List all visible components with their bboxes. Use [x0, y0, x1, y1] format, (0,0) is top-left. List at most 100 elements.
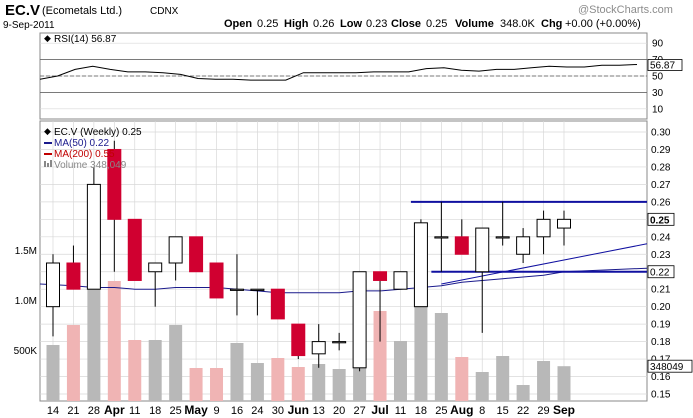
candle-body	[127, 218, 142, 281]
price-axis: 0.150.160.170.180.190.200.210.220.230.24…	[651, 128, 671, 401]
exchange: CDNX	[150, 6, 179, 17]
legend-swatch	[47, 163, 49, 167]
date-tick-label: 27	[353, 405, 365, 417]
date-tick-label: 21	[67, 405, 79, 417]
price-panel: 0.150.160.170.180.190.200.210.220.230.24…	[14, 120, 693, 417]
date-tick-label: May	[184, 403, 208, 417]
volume-bar	[148, 340, 162, 401]
close-value-tag: 0.25	[650, 215, 670, 226]
date-tick-label: 9	[213, 405, 219, 417]
candle-body	[107, 148, 122, 220]
rsi-tick-label: 10	[652, 104, 664, 115]
candle-body	[332, 341, 347, 344]
volume-bar	[107, 281, 121, 401]
date-tick-label: 15	[497, 405, 509, 417]
date-tick-label: Jul	[371, 403, 388, 417]
chg-value: +0.00 (+0.00%)	[565, 18, 641, 30]
symbol: EC.V	[5, 2, 40, 19]
price-tick-label: 0.21	[651, 285, 671, 296]
date-tick-label: 25	[170, 405, 182, 417]
volume-bar	[128, 340, 142, 401]
volume-bar	[291, 367, 305, 401]
volume-bar	[312, 364, 326, 401]
ma50-value-tag: 0.22	[650, 268, 670, 279]
price-tick-label: 0.30	[651, 128, 671, 139]
date-tick-label: 11	[395, 405, 406, 417]
ma50-value-tag-box	[647, 265, 675, 279]
volume-axis: 500K 1.0M 1.5M	[14, 246, 38, 357]
watermark: @StockCharts.com	[578, 4, 673, 16]
price-tick-label: 0.27	[651, 180, 671, 191]
date-tick-label: 22	[517, 405, 529, 417]
close-label: Close	[391, 18, 421, 30]
rsi-icon: ◆	[44, 33, 51, 43]
volume-value-tag-box	[647, 359, 693, 373]
rsi-axis: 1030507090	[652, 39, 664, 116]
date-tick-label: Sep	[553, 403, 575, 417]
candle-body	[250, 288, 265, 291]
candle-body	[46, 262, 60, 308]
volume-bar	[189, 368, 203, 401]
price-tick-label: 0.29	[651, 145, 671, 156]
candle-body	[434, 236, 449, 239]
volume-bar	[516, 385, 530, 401]
rsi-tick-label: 30	[652, 88, 664, 99]
chart-date: 9-Sep-2011	[3, 20, 55, 31]
volume-bar	[557, 366, 571, 401]
volume-tick-label: 1.5M	[15, 246, 37, 257]
legend-label: MA(200) 0.55	[54, 149, 115, 160]
date-tick-label: 8	[479, 405, 485, 417]
candle-body	[475, 227, 490, 273]
date-tick-label: 25	[435, 405, 447, 417]
close-value: 0.25	[426, 18, 447, 30]
open-label: Open	[224, 18, 252, 30]
rsi-last-value: 56.87	[650, 61, 675, 72]
price-tick-label: 0.24	[651, 232, 671, 243]
price-tick-label: 0.23	[651, 250, 671, 261]
candles	[46, 140, 571, 372]
rsi-tick-label: 50	[652, 72, 664, 83]
price-title: EC.V (Weekly) 0.25	[54, 127, 142, 138]
price-tick-label: 0.18	[651, 337, 671, 348]
price-tick-label: 0.15	[651, 390, 671, 401]
trendlines	[410, 200, 648, 285]
volume-bar	[414, 301, 428, 401]
candle-body	[352, 271, 367, 369]
rsi-grid	[40, 42, 647, 110]
volume-bar	[210, 368, 224, 401]
price-icon: ◆	[44, 126, 51, 136]
rsi-panel: 1030507090 56.87 ◆ RSI(14) 56.87	[39, 32, 683, 120]
price-tick-label: 0.28	[651, 162, 671, 173]
date-tick-label: 29	[537, 405, 549, 417]
date-tick-label: 11	[129, 405, 140, 417]
volume-tick-label: 1.0M	[15, 296, 37, 307]
volume-bars	[46, 281, 571, 401]
volume-bar	[496, 356, 510, 401]
price-tick-label: 0.26	[651, 197, 671, 208]
volume-bar	[271, 358, 285, 401]
candle-body	[495, 236, 510, 239]
date-tick-label: 20	[333, 405, 345, 417]
date-tick-label: 18	[415, 405, 427, 417]
candle-body	[373, 271, 388, 281]
candle-body	[189, 236, 204, 273]
volume-bar	[169, 325, 183, 401]
date-tick-label: 28	[88, 405, 100, 417]
volume-bar	[332, 369, 346, 401]
high-label: High	[284, 18, 309, 30]
candle-body	[229, 288, 244, 291]
legend-swatch	[44, 161, 46, 167]
legend-label: Volume 348,049	[54, 160, 127, 171]
rising-trendline	[441, 243, 648, 285]
volume-bar	[455, 357, 469, 401]
volume-label: Volume	[455, 18, 494, 30]
rsi-last-value-tag: 56.87	[647, 59, 683, 72]
chg-label: Chg	[541, 18, 562, 30]
volume-bar	[46, 345, 60, 401]
date-tick-label: 16	[231, 405, 243, 417]
price-tick-label: 0.20	[651, 302, 671, 313]
price-tick-label: 0.19	[651, 320, 671, 331]
volume-bar	[87, 283, 101, 401]
